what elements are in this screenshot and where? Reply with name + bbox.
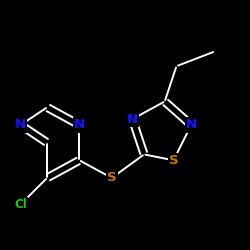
Text: S: S xyxy=(169,154,178,167)
Text: N: N xyxy=(15,118,26,132)
Text: N: N xyxy=(74,118,85,132)
Text: N: N xyxy=(186,118,197,132)
Text: Cl: Cl xyxy=(14,198,27,211)
Text: S: S xyxy=(107,172,117,184)
Text: N: N xyxy=(127,112,138,126)
